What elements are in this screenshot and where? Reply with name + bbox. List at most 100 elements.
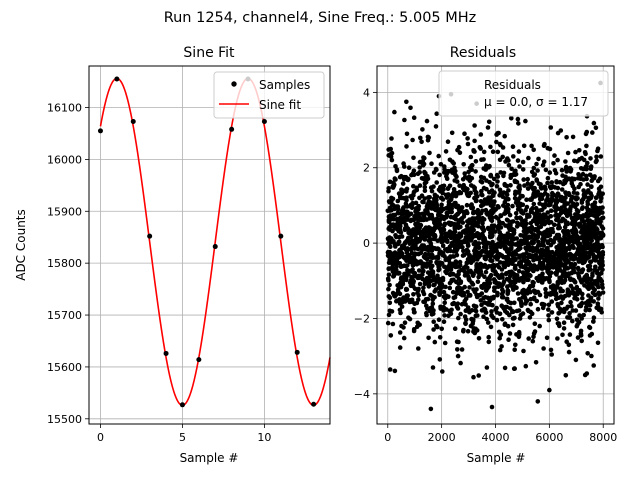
- residual-point: [582, 232, 587, 237]
- residual-point: [415, 320, 421, 326]
- residual-point: [537, 196, 543, 202]
- residual-point: [424, 118, 430, 124]
- residual-point: [406, 315, 411, 321]
- residual-point: [486, 339, 492, 345]
- residual-point: [513, 200, 519, 205]
- residual-point: [463, 321, 468, 327]
- residual-point: [565, 287, 571, 293]
- residual-point: [411, 292, 416, 297]
- residual-point: [522, 183, 527, 188]
- residual-point: [425, 195, 431, 200]
- residual-point: [454, 174, 459, 179]
- residual-point: [450, 271, 456, 277]
- residual-point: [506, 269, 512, 275]
- residual-point: [461, 182, 467, 188]
- residual-point: [420, 127, 425, 132]
- residuals-series: [385, 80, 606, 412]
- residual-point: [589, 236, 594, 241]
- residual-point: [545, 240, 551, 246]
- residual-point: [465, 289, 470, 295]
- residual-point: [568, 204, 574, 209]
- residual-point: [527, 315, 533, 320]
- residual-point: [523, 298, 529, 303]
- residual-point: [526, 254, 531, 260]
- residual-point: [536, 219, 541, 224]
- residual-point: [596, 236, 602, 241]
- residual-point: [506, 299, 511, 305]
- residual-point: [438, 236, 444, 241]
- residual-point: [392, 109, 397, 115]
- residual-point: [472, 138, 477, 144]
- residual-point: [394, 291, 399, 297]
- residual-point: [462, 131, 467, 136]
- residual-point: [547, 146, 553, 152]
- residual-point: [522, 258, 528, 264]
- residual-point: [457, 263, 463, 268]
- residual-point: [574, 202, 580, 207]
- residual-point: [531, 248, 537, 253]
- residual-point: [480, 285, 485, 291]
- residual-point: [508, 233, 513, 238]
- residual-point: [569, 270, 574, 276]
- sine-fit-legend-box: [213, 71, 325, 119]
- residual-point: [495, 257, 500, 262]
- residual-point: [590, 130, 595, 135]
- residual-point: [598, 276, 603, 282]
- residual-point: [597, 258, 603, 264]
- residual-point: [517, 164, 522, 169]
- sample-point: [278, 233, 284, 239]
- residual-point: [526, 273, 531, 278]
- residual-point: [543, 219, 549, 225]
- residual-point: [530, 338, 536, 344]
- residual-point: [589, 331, 595, 337]
- residual-point: [526, 235, 532, 240]
- residual-point: [505, 205, 510, 210]
- residual-point: [389, 136, 394, 141]
- residual-point: [556, 192, 561, 197]
- residual-point: [557, 252, 562, 258]
- residual-point: [502, 211, 507, 216]
- sample-point: [311, 401, 317, 407]
- residual-point: [434, 180, 440, 185]
- residual-point: [526, 277, 531, 283]
- residual-point: [586, 267, 591, 273]
- residual-point: [422, 196, 428, 201]
- residual-point: [438, 229, 444, 234]
- residual-point: [465, 328, 471, 334]
- residual-point: [524, 250, 529, 256]
- residual-point: [478, 132, 484, 137]
- residual-point: [541, 346, 546, 351]
- residual-point: [449, 130, 455, 136]
- residual-point: [577, 222, 583, 228]
- residual-point: [464, 223, 470, 229]
- residual-point: [592, 200, 598, 205]
- sine-fit-ytick-label: 15900: [47, 205, 82, 218]
- residual-point: [481, 157, 486, 162]
- residual-point: [431, 308, 436, 313]
- residual-point: [472, 195, 477, 201]
- residual-point: [499, 294, 505, 300]
- residual-point: [441, 319, 447, 325]
- residual-point: [410, 137, 415, 143]
- residual-point: [591, 315, 597, 321]
- residual-point: [573, 228, 579, 234]
- residual-point: [423, 297, 429, 302]
- residual-point: [468, 323, 474, 329]
- residual-point: [553, 213, 558, 218]
- sine-fit-panel: Sine Fit 0 5 10 15500 15600 15700 15800 15900 16…: [14, 45, 331, 465]
- residual-point: [442, 253, 447, 259]
- residual-point: [398, 281, 403, 286]
- sine-fit-axes-frame: [88, 65, 331, 425]
- residual-point: [540, 202, 545, 208]
- residual-point: [437, 249, 443, 254]
- residual-point: [600, 285, 605, 291]
- residual-point: [527, 197, 533, 202]
- residual-point: [402, 117, 407, 123]
- residual-point: [469, 316, 474, 322]
- residual-point: [555, 304, 561, 309]
- sample-point: [261, 119, 267, 125]
- residual-point: [547, 387, 552, 393]
- residual-point: [387, 367, 393, 372]
- residual-point: [396, 239, 402, 245]
- residual-point: [578, 303, 583, 309]
